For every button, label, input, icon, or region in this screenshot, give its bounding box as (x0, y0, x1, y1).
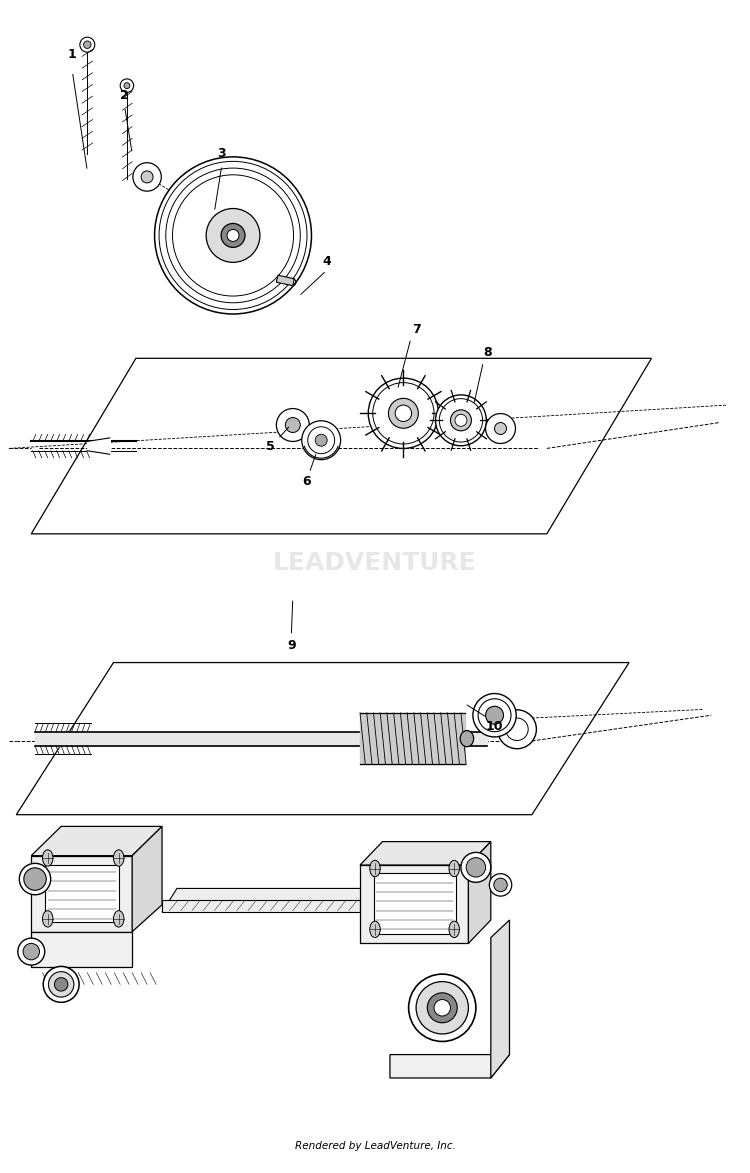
Polygon shape (360, 841, 490, 865)
Ellipse shape (489, 874, 512, 896)
Ellipse shape (427, 992, 458, 1023)
Text: 7: 7 (412, 323, 421, 335)
Ellipse shape (473, 693, 516, 737)
Ellipse shape (416, 982, 469, 1033)
Ellipse shape (485, 414, 515, 443)
Text: 6: 6 (302, 475, 310, 488)
Ellipse shape (44, 967, 79, 1003)
Polygon shape (490, 920, 509, 1078)
Text: 2: 2 (120, 88, 129, 102)
Ellipse shape (451, 409, 472, 430)
Ellipse shape (494, 879, 507, 891)
Ellipse shape (23, 943, 40, 960)
Ellipse shape (206, 209, 260, 263)
Circle shape (43, 849, 53, 866)
Polygon shape (162, 900, 360, 911)
Ellipse shape (120, 79, 134, 93)
Polygon shape (276, 276, 294, 286)
Ellipse shape (460, 731, 474, 747)
Circle shape (370, 860, 380, 876)
Ellipse shape (24, 868, 46, 890)
Ellipse shape (55, 977, 68, 991)
Ellipse shape (154, 157, 311, 314)
Text: 1: 1 (68, 48, 76, 61)
Ellipse shape (133, 163, 161, 191)
Circle shape (113, 849, 124, 866)
Ellipse shape (466, 857, 485, 877)
Polygon shape (469, 841, 490, 943)
Text: 9: 9 (287, 638, 296, 651)
Ellipse shape (227, 230, 239, 242)
Ellipse shape (18, 938, 45, 965)
Polygon shape (32, 931, 132, 967)
Circle shape (370, 921, 380, 937)
Ellipse shape (285, 418, 300, 433)
Polygon shape (132, 827, 162, 931)
Ellipse shape (388, 399, 418, 428)
Ellipse shape (497, 710, 536, 748)
Ellipse shape (276, 408, 309, 441)
Text: 4: 4 (322, 255, 331, 267)
Polygon shape (360, 865, 469, 943)
Circle shape (113, 910, 124, 927)
Ellipse shape (221, 224, 245, 248)
Circle shape (449, 860, 460, 876)
Ellipse shape (124, 82, 130, 89)
Ellipse shape (494, 422, 506, 434)
Ellipse shape (455, 414, 467, 426)
Polygon shape (32, 855, 132, 931)
Ellipse shape (80, 38, 94, 52)
Text: 5: 5 (266, 440, 274, 453)
Text: 10: 10 (486, 720, 503, 733)
Ellipse shape (368, 378, 439, 448)
Ellipse shape (409, 974, 476, 1042)
Polygon shape (374, 873, 456, 934)
Text: 3: 3 (217, 147, 226, 160)
Polygon shape (45, 865, 119, 922)
Ellipse shape (20, 863, 51, 895)
Text: 8: 8 (483, 346, 491, 359)
Ellipse shape (434, 999, 451, 1016)
Text: Rendered by LeadVenture, Inc.: Rendered by LeadVenture, Inc. (295, 1140, 455, 1151)
Ellipse shape (308, 427, 334, 454)
Ellipse shape (315, 434, 327, 446)
Polygon shape (390, 1055, 509, 1078)
Circle shape (43, 910, 53, 927)
Ellipse shape (461, 853, 490, 882)
Ellipse shape (485, 706, 503, 724)
Text: LEADVENTURE: LEADVENTURE (273, 551, 477, 575)
Ellipse shape (83, 41, 91, 48)
Ellipse shape (49, 971, 74, 997)
Polygon shape (162, 888, 375, 911)
Ellipse shape (436, 395, 486, 446)
Polygon shape (32, 827, 162, 855)
Ellipse shape (395, 405, 412, 421)
Ellipse shape (302, 421, 340, 460)
Ellipse shape (141, 171, 153, 183)
Circle shape (449, 921, 460, 937)
